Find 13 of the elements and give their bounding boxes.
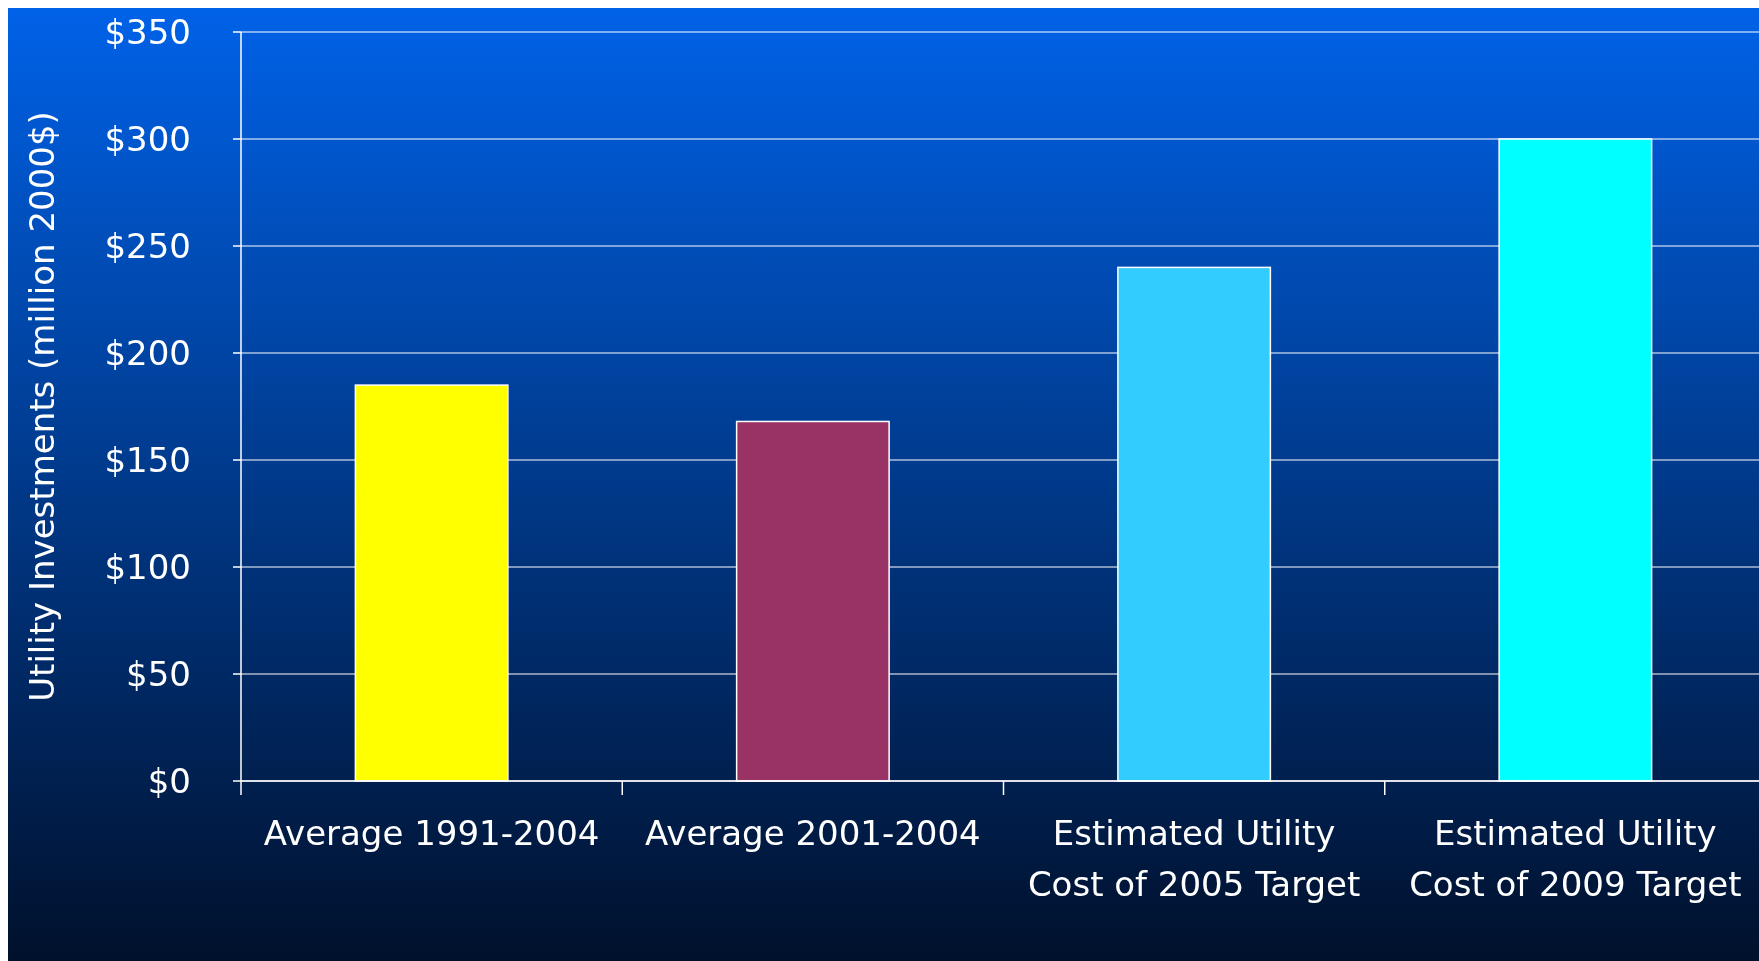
y-tick-label: $200 [104,332,191,373]
y-tick-label: $250 [104,225,191,266]
y-tick-label: $100 [104,546,191,587]
x-tick-label: Average 2001-2004 [645,813,981,853]
y-tick-label: $300 [104,118,191,159]
y-axis-title: Utility Investments (million 2000$) [22,111,62,702]
y-tick-label: $150 [104,439,191,480]
x-tick-label: Estimated Utility Cost of 2009 Target [1409,813,1742,904]
y-tick-label: $350 [104,11,191,52]
y-tick-label: $50 [126,653,191,694]
x-tick-label: Average 1991-2004 [263,813,600,853]
x-tick-label: Estimated Utility Cost of 2005 Target [1027,813,1361,904]
y-tick-label: $0 [147,760,191,801]
